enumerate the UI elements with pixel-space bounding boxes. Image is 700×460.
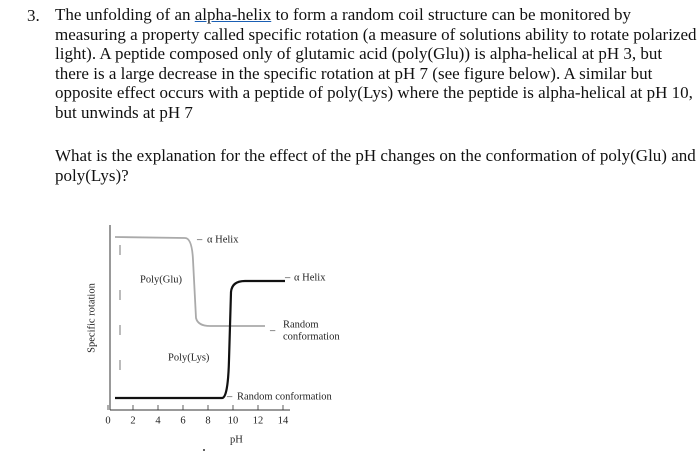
annotation: Random bbox=[283, 319, 319, 330]
annotation: – bbox=[284, 272, 291, 283]
annotation: – bbox=[269, 325, 276, 336]
annotation: Random conformation bbox=[237, 391, 333, 402]
text: to form a random coil structure can be m… bbox=[55, 5, 697, 122]
x-tick-label: 6 bbox=[180, 415, 185, 426]
annotation: α Helix bbox=[207, 234, 239, 245]
annotation: α Helix bbox=[294, 272, 326, 283]
x-label: pH bbox=[230, 434, 243, 445]
annotation: – bbox=[196, 234, 203, 245]
x-tick-label: 2 bbox=[130, 415, 135, 426]
poly-lys-curve bbox=[115, 279, 285, 400]
curve-label: Poly(Glu) bbox=[140, 274, 183, 285]
y-label: Specific rotation bbox=[86, 282, 97, 352]
annotation: – bbox=[226, 391, 233, 402]
x-tick-label: 8 bbox=[205, 415, 210, 426]
x-tick-label: 0 bbox=[105, 415, 110, 426]
text: The unfolding of an bbox=[55, 5, 195, 24]
x-tick-label: 4 bbox=[155, 415, 161, 426]
x-tick-label: 12 bbox=[253, 415, 264, 426]
x-tick-label: 10 bbox=[228, 415, 239, 426]
curve-label: Poly(Lys) bbox=[168, 352, 210, 363]
dot bbox=[203, 449, 205, 451]
link[interactable]: alpha-helix bbox=[194, 5, 272, 24]
prompt: What is the explanation for the effect o… bbox=[55, 146, 696, 185]
poly-glu-curve bbox=[114, 236, 265, 327]
question-number: 3. bbox=[27, 6, 40, 25]
question-text: The unfolding of an alpha-helix to form … bbox=[55, 5, 697, 122]
annotation: conformation bbox=[283, 331, 340, 342]
x-tick-label: 14 bbox=[278, 415, 289, 426]
